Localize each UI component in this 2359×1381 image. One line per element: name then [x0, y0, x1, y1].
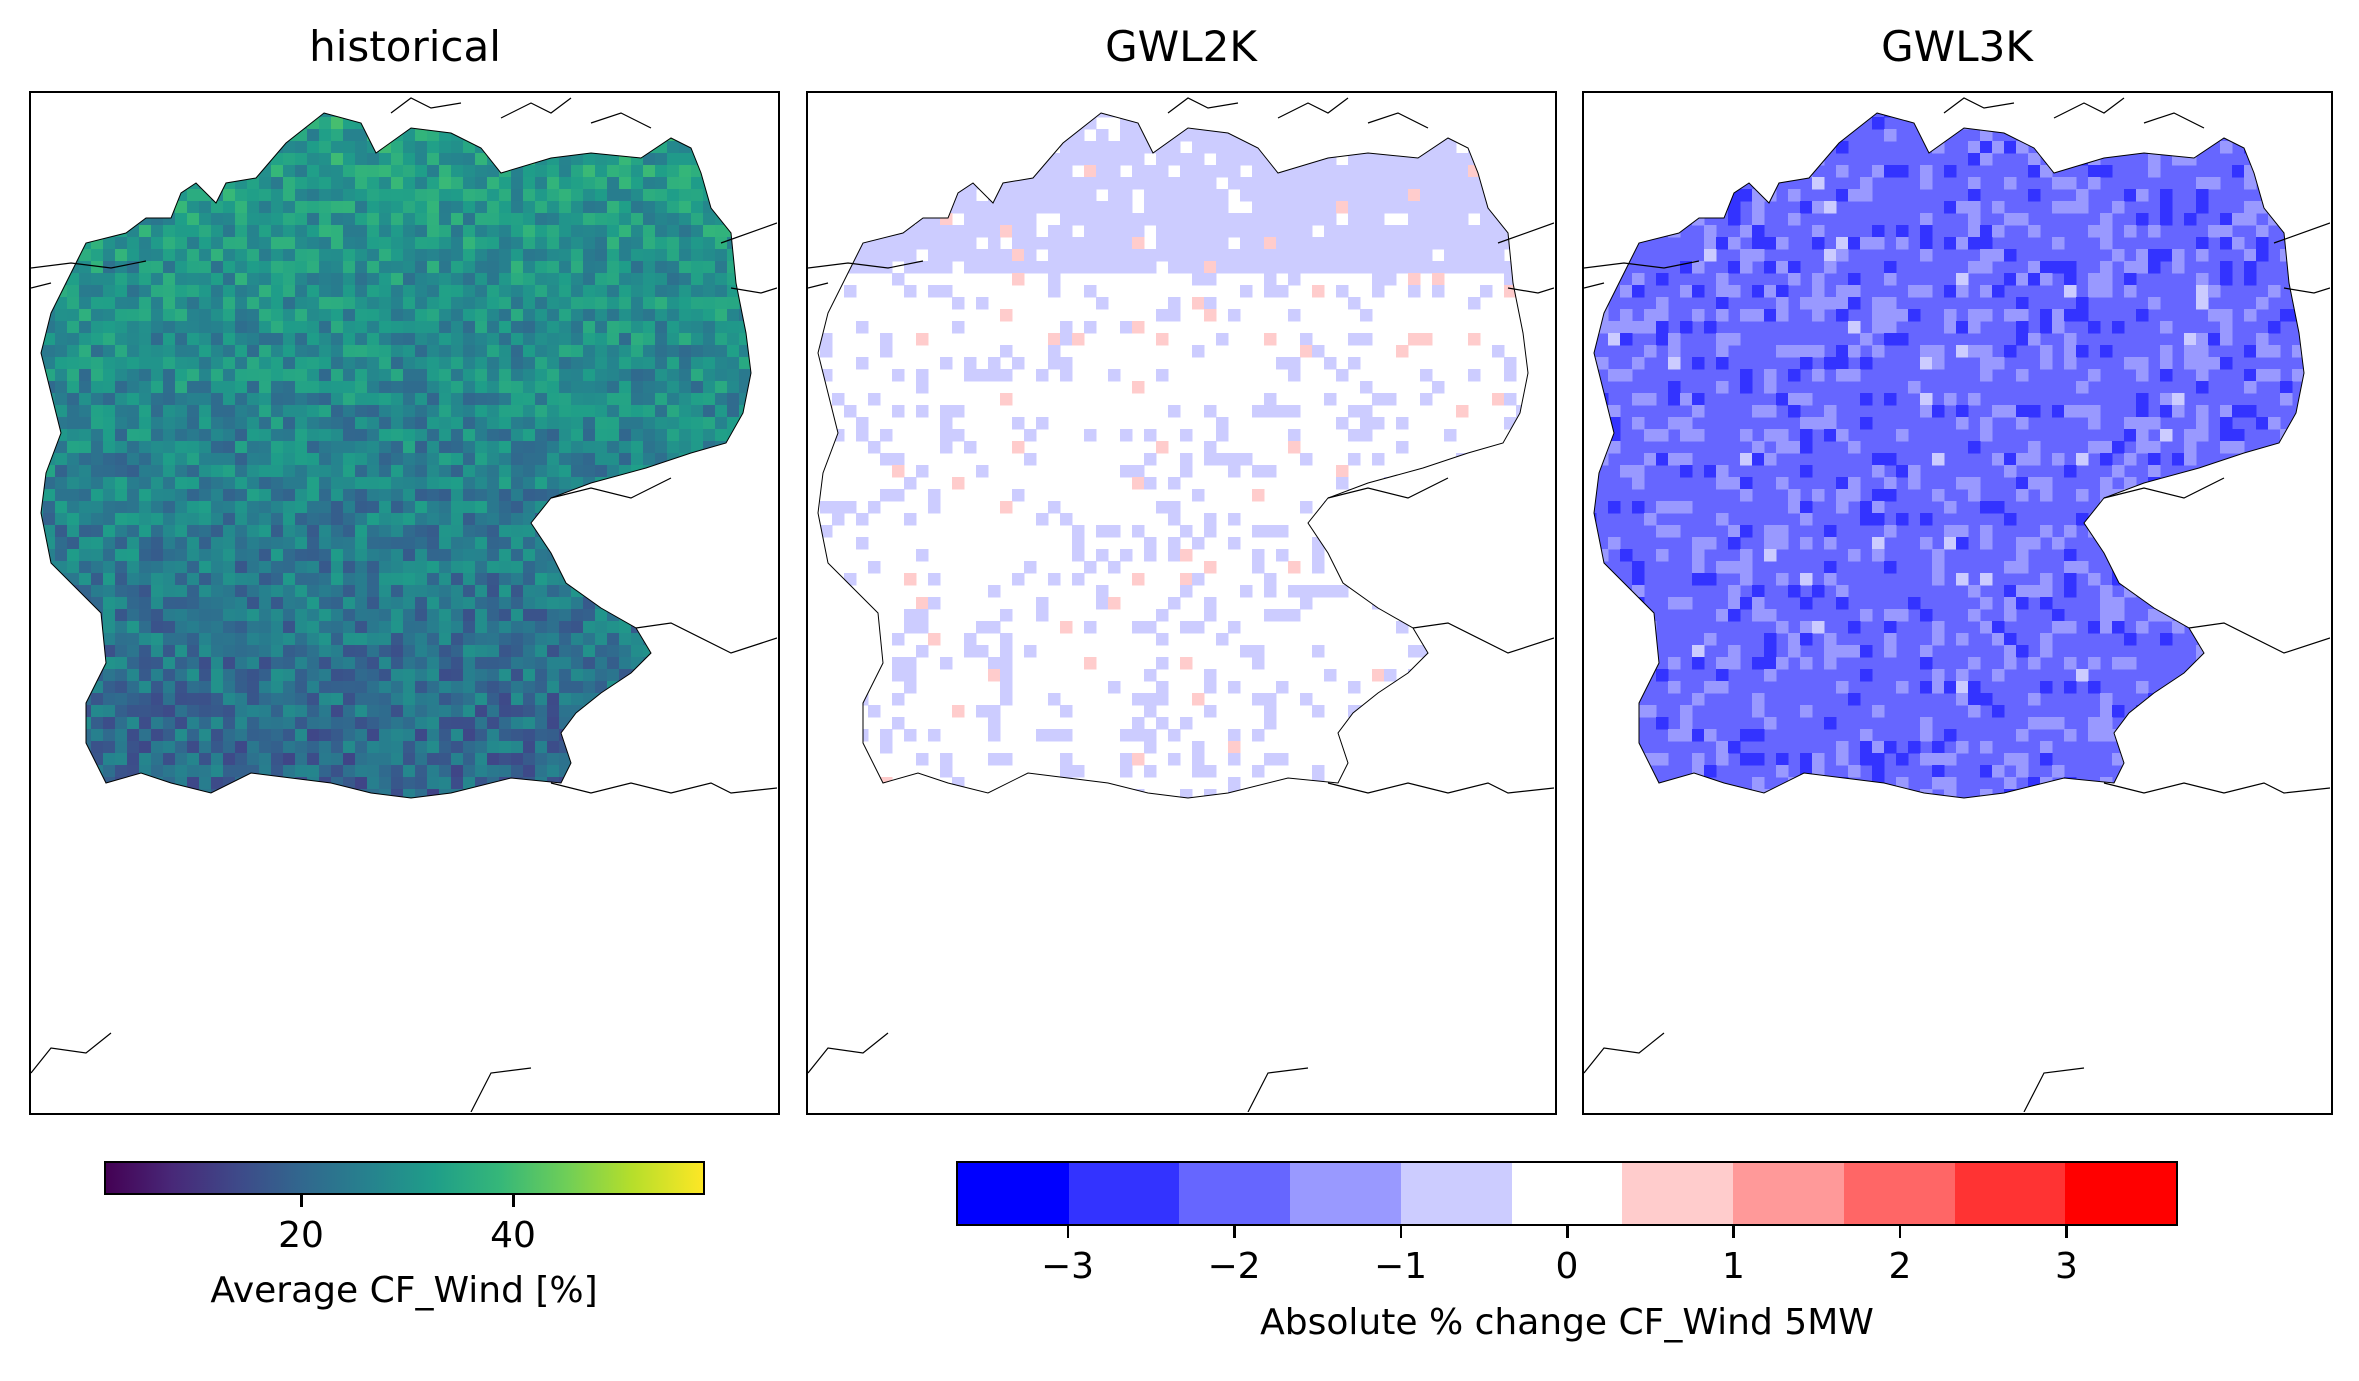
neighbour-border [2103, 477, 2225, 499]
colorbar-bin [1733, 1163, 1844, 1224]
neighbour-border [1412, 622, 1554, 654]
colorbar-right-tick [1066, 1226, 1070, 1238]
neighbour-border [2273, 222, 2330, 244]
colorbar-right-ticklabel: 0 [1555, 1246, 1579, 1287]
neighbour-border [635, 622, 777, 654]
colorbar-right-ticklabel: 3 [2055, 1246, 2078, 1287]
map-panel-gwl3k [1582, 91, 2333, 1115]
neighbour-border [1943, 97, 2015, 114]
colorbar-right-tick [1399, 1226, 1402, 1238]
neighbour-border [1247, 1067, 1309, 1112]
neighbour-border [1584, 260, 1700, 269]
panel-title-gwl2k: GWL2K [1105, 22, 1257, 71]
neighbour-border [500, 97, 572, 119]
neighbour-border [31, 282, 52, 289]
neighbour-border [1584, 282, 1605, 289]
colorbar-right-tick [1566, 1226, 1569, 1238]
colorbar-right-ticklabel: 1 [1722, 1246, 1745, 1287]
germany-map-gwl3k [1584, 97, 2330, 1112]
neighbour-border [730, 287, 777, 294]
neighbour-border [2143, 112, 2205, 129]
colorbar-right-tick [1233, 1226, 1236, 1238]
colorbar-left-tick-20 [300, 1195, 303, 1207]
neighbour-border [808, 1032, 889, 1074]
colorbar-right-tick [1898, 1226, 1902, 1238]
colorbar-bin [1511, 1163, 1623, 1224]
colorbar-left-label: Average CF_Wind [%] [210, 1270, 598, 1311]
neighbour-border [31, 1032, 112, 1074]
country-border [40, 112, 752, 799]
neighbour-border [1497, 222, 1554, 244]
colorbar-right-ticklabel: −1 [1373, 1246, 1428, 1287]
colorbar-right-ticklabel: −2 [1207, 1246, 1261, 1287]
country-border [817, 112, 1529, 799]
colorbar-right-tick [2065, 1226, 2068, 1238]
colorbar-bin [1400, 1163, 1512, 1224]
colorbar-bin [1954, 1163, 2066, 1224]
colorbar-change [956, 1161, 2178, 1226]
neighbour-border [1327, 477, 1449, 499]
country-border [1593, 112, 2305, 799]
neighbour-border [550, 782, 777, 794]
colorbar-left-ticklabel-40: 40 [490, 1215, 536, 1256]
colorbar-bin [1843, 1163, 1955, 1224]
colorbar-viridis [104, 1161, 705, 1195]
neighbour-border [470, 1067, 532, 1112]
colorbar-right-label: Absolute % change CF_Wind 5MW [1260, 1302, 1874, 1343]
colorbar-bin [1622, 1163, 1734, 1224]
neighbour-border [2283, 287, 2330, 294]
neighbour-border [808, 282, 829, 289]
neighbour-border [2188, 622, 2330, 654]
neighbour-border [720, 222, 777, 244]
map-panel-historical [29, 91, 780, 1115]
neighbour-border [2023, 1067, 2085, 1112]
colorbar-right-tick [1732, 1226, 1735, 1238]
map-panel-gwl2k [806, 91, 1557, 1115]
neighbour-border [1507, 287, 1554, 294]
neighbour-border [1167, 97, 1239, 114]
colorbar-bin [1179, 1163, 1291, 1224]
neighbour-border [1327, 782, 1554, 794]
colorbar-bin [2065, 1163, 2176, 1224]
panel-title-gwl3k: GWL3K [1881, 22, 2033, 71]
neighbour-border [1367, 112, 1429, 129]
neighbour-border [590, 112, 652, 129]
neighbour-border [1277, 97, 1349, 119]
raster-field [41, 113, 751, 798]
colorbar-bin [1068, 1163, 1180, 1224]
neighbour-border [31, 260, 147, 269]
neighbour-border [1584, 1032, 1665, 1074]
germany-map-gwl2k [808, 97, 1554, 1112]
neighbour-border [808, 260, 924, 269]
colorbar-left-ticklabel-20: 20 [278, 1215, 324, 1256]
neighbour-border [550, 477, 672, 499]
germany-map-historical [31, 97, 777, 1112]
raster-field [1594, 113, 2304, 798]
colorbar-bin [958, 1163, 1069, 1224]
panel-title-historical: historical [309, 22, 501, 71]
colorbar-bin [1290, 1163, 1401, 1224]
neighbour-border [2103, 782, 2330, 794]
raster-field [818, 113, 1528, 798]
neighbour-border [390, 97, 462, 114]
neighbour-border [2053, 97, 2125, 119]
colorbar-left-tick-40 [512, 1195, 515, 1207]
colorbar-right-ticklabel: 2 [1888, 1246, 1912, 1287]
colorbar-right-ticklabel: −3 [1040, 1246, 1095, 1287]
